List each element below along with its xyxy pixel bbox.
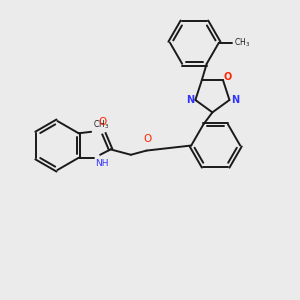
Text: NH: NH [95,159,109,168]
Text: N: N [186,95,194,105]
Text: CH$_3$: CH$_3$ [93,119,109,131]
Text: N: N [231,95,239,105]
Text: CH$_3$: CH$_3$ [234,36,250,49]
Text: O: O [98,117,107,127]
Text: O: O [143,134,151,144]
Text: O: O [223,72,232,82]
